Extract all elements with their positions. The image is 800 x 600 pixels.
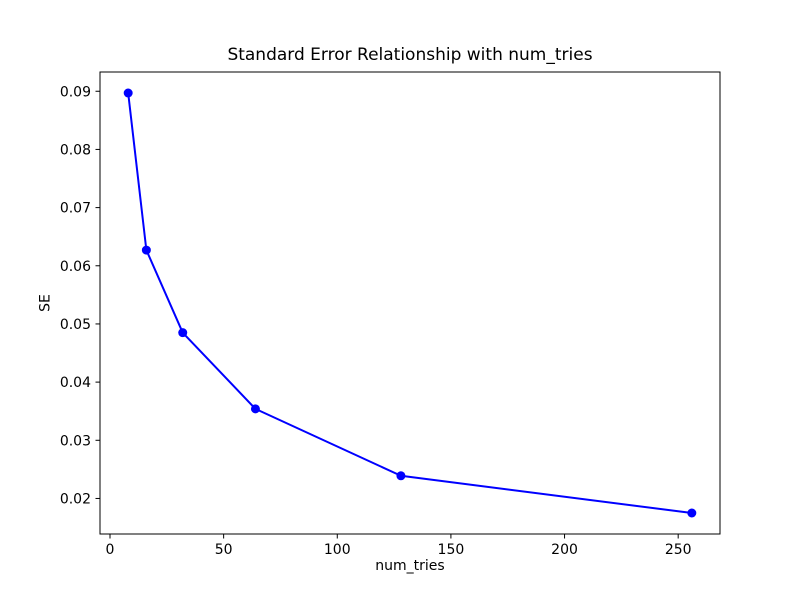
x-tick-label: 0 [106,542,115,558]
axes-spines [99,71,721,535]
data-point-marker [178,328,188,338]
x-tick-label: 50 [215,542,233,558]
data-point-marker [123,88,133,98]
data-line [127,92,693,514]
chart-title: Standard Error Relationship with num_tri… [227,45,593,65]
x-tick-label: 250 [665,542,692,558]
y-tick-label: 0.09 [60,84,91,100]
data-point-marker [687,508,697,518]
data-point-marker [396,471,406,481]
y-tick-label: 0.02 [60,491,91,507]
data-point-marker [141,245,151,255]
y-tick-label: 0.04 [60,375,91,391]
y-tick-label: 0.03 [60,433,91,449]
y-tick-label: 0.08 [60,142,91,158]
y-tick-label: 0.06 [60,259,91,275]
y-tick-label: 0.07 [60,201,91,217]
data-point-marker [250,404,260,414]
y-tick-label: 0.05 [60,317,91,333]
x-axis-label: num_tries [375,558,445,574]
x-tick-label: 200 [551,542,578,558]
x-tick-label: 100 [324,542,351,558]
x-tick-label: 150 [438,542,465,558]
y-axis-label: SE [37,294,54,312]
